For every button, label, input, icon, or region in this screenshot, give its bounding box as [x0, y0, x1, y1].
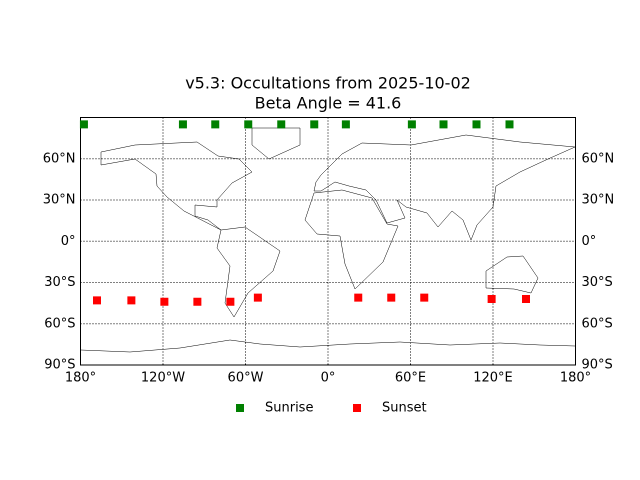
marker — [472, 120, 481, 129]
marker — [79, 120, 88, 129]
marker — [193, 297, 202, 306]
y-tick-label: 90°S — [44, 358, 75, 373]
antarctica — [80, 339, 576, 353]
x-tick-label: 120°W — [141, 371, 185, 386]
chart-subtitle: Beta Angle = 41.6 — [255, 94, 402, 113]
australia — [485, 255, 539, 294]
y2-tick-label: 90°S — [582, 358, 613, 373]
chart-title: v5.3: Occultations from 2025-10-02 — [185, 74, 471, 93]
marker — [127, 296, 136, 305]
y2-tick-label: 30°S — [582, 275, 613, 290]
marker — [505, 120, 514, 129]
marker — [487, 295, 496, 303]
y2-tick-label: 0° — [582, 234, 597, 249]
y2-tick-label: 30°N — [582, 193, 615, 208]
x-tick-label: 180° — [65, 371, 96, 386]
marker — [354, 293, 363, 302]
marker — [439, 120, 448, 129]
x-tick-label: 0° — [321, 371, 336, 386]
marker — [211, 120, 220, 129]
marker — [226, 297, 235, 306]
marker — [93, 296, 101, 305]
y-tick-label: 60°N — [43, 151, 76, 166]
marker — [178, 120, 187, 129]
marker — [387, 293, 396, 302]
marker — [522, 295, 530, 303]
x-tick-label: 60°W — [228, 371, 264, 386]
coastlines — [80, 127, 576, 353]
legend-label: Sunrise — [265, 401, 313, 416]
marker — [310, 120, 319, 129]
marker — [160, 297, 169, 306]
marker — [277, 120, 286, 129]
y-tick-label: 30°N — [43, 193, 76, 208]
marker — [420, 293, 429, 302]
y2-tick-label: 60°N — [582, 151, 615, 166]
marker — [341, 120, 350, 129]
x-tick-label: 180° — [560, 371, 591, 386]
greenland — [251, 127, 301, 160]
eurasia — [313, 134, 576, 241]
africa — [304, 189, 399, 290]
y-tick-label: 0° — [61, 234, 76, 249]
y2-tick-label: 60°S — [582, 316, 613, 331]
south-america — [216, 226, 281, 318]
legend-marker — [353, 404, 361, 412]
marker — [407, 120, 416, 129]
legend-marker — [236, 404, 244, 412]
x-tick-label: 60°E — [395, 371, 426, 386]
marker — [253, 293, 262, 302]
x-tick-label: 120°E — [473, 371, 513, 386]
legend-label: Sunset — [382, 401, 427, 416]
y-tick-label: 60°S — [44, 316, 75, 331]
y-tick-label: 30°S — [44, 275, 75, 290]
north-america — [100, 141, 253, 231]
marker — [244, 120, 253, 129]
